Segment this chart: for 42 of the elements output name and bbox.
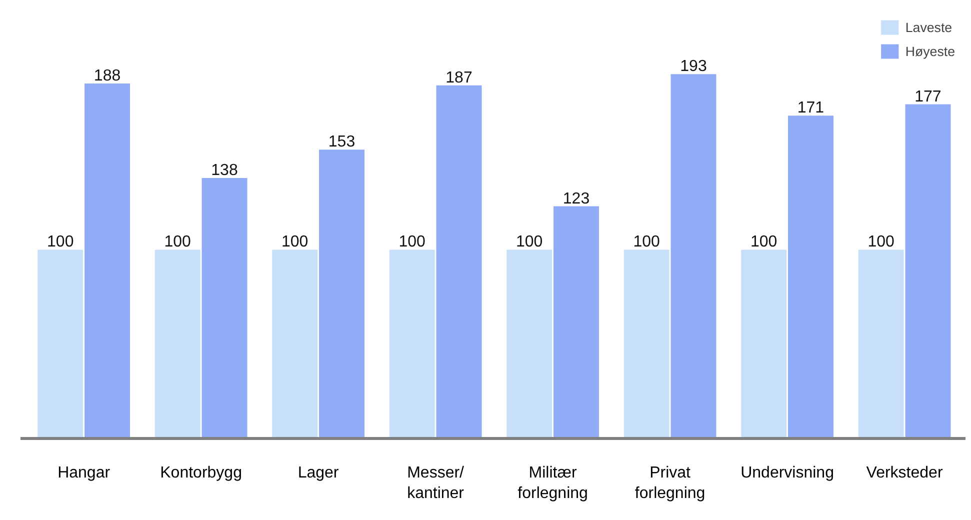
legend-label: Høyeste (905, 44, 955, 58)
bar (506, 250, 552, 438)
data-label: 100 (516, 234, 543, 251)
x-tick-label: Undervisning (740, 464, 834, 482)
data-label: 138 (211, 162, 238, 179)
bar (741, 250, 787, 438)
data-label: 171 (797, 100, 824, 117)
x-tick-label: Verksteder (866, 464, 944, 482)
legend-label: Laveste (905, 20, 952, 34)
bar (154, 250, 200, 438)
data-label: 100 (47, 234, 74, 251)
data-label: 123 (562, 190, 590, 208)
bar (905, 104, 951, 438)
bar (319, 150, 364, 438)
bar (84, 84, 130, 438)
bar (436, 85, 482, 438)
bar (202, 178, 248, 438)
bar (389, 250, 435, 438)
data-label: 100 (750, 234, 778, 251)
data-label: 193 (680, 58, 707, 76)
data-label: 188 (94, 68, 121, 85)
x-tick-label: Militær forlegning (518, 464, 588, 502)
data-label: 100 (282, 234, 308, 251)
bar (858, 250, 904, 438)
x-tick-label: Messer/ kantiner (407, 464, 465, 502)
x-tick-label: Privat forlegning (634, 464, 706, 502)
data-label: 100 (164, 234, 192, 251)
data-label: 153 (328, 134, 356, 151)
data-label: 100 (633, 234, 660, 251)
data-label: 100 (398, 234, 426, 251)
bar (670, 74, 716, 438)
data-label: 177 (914, 88, 942, 106)
bar (554, 206, 599, 438)
x-tick-label: Hangar (58, 464, 111, 482)
x-tick-label: Lager (298, 464, 340, 482)
bar (788, 116, 834, 438)
x-tick-label: Kontorbygg (160, 464, 242, 482)
bar (624, 250, 670, 438)
data-label: 187 (446, 69, 472, 86)
bar (272, 250, 318, 438)
data-label: 100 (868, 234, 895, 251)
bar (38, 250, 84, 438)
